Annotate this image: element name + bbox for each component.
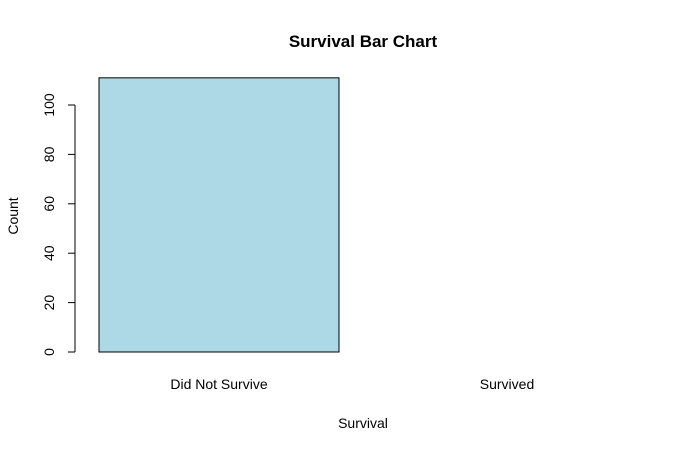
x-category-label-did-not-survive: Did Not Survive: [170, 376, 267, 392]
y-axis: 0 20 40 60 80 100: [41, 93, 76, 356]
y-tick-label-80: 80: [41, 146, 57, 162]
y-tick-label-0: 0: [41, 348, 57, 356]
x-category-labels: Did Not Survive Survived: [170, 376, 534, 392]
y-tick-label-20: 20: [41, 295, 57, 311]
y-axis-label: Count: [5, 197, 21, 234]
y-tick-label-40: 40: [41, 245, 57, 261]
x-axis-label: Survival: [338, 415, 388, 431]
bar-did-not-survive: [98, 77, 340, 353]
x-category-label-survived: Survived: [480, 376, 534, 392]
y-tick-label-60: 60: [41, 196, 57, 212]
chart-title: Survival Bar Chart: [289, 32, 438, 51]
bars-group: [98, 77, 340, 353]
y-tick-label-100: 100: [41, 93, 57, 117]
